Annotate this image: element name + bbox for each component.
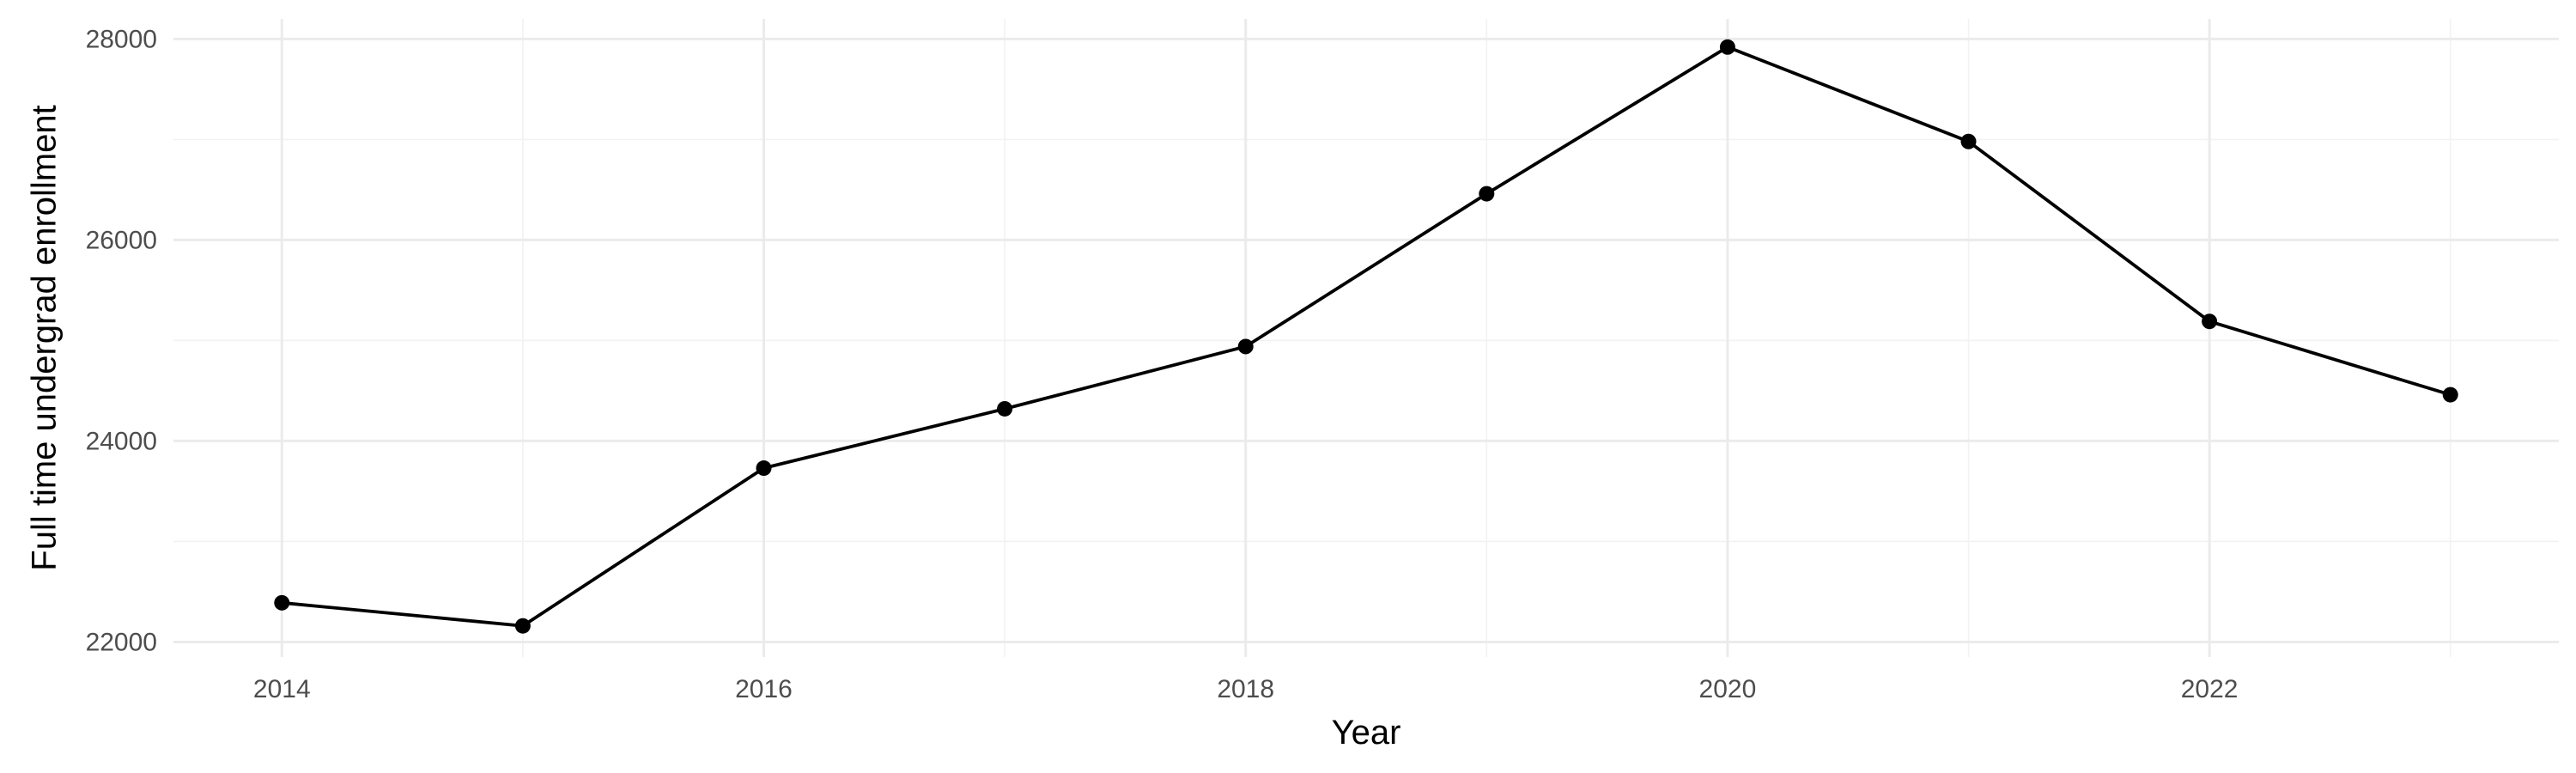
data-point: [997, 400, 1013, 417]
series-layer: [282, 45, 2451, 628]
x-axis-ticks: 2014 2016 2018 2020 2022: [253, 675, 2239, 703]
x-tick-label: 2014: [253, 675, 311, 703]
grid: [173, 19, 2559, 657]
points-layer: [274, 39, 2458, 634]
y-axis-ticks: 22000 24000 26000 28000: [86, 25, 157, 656]
x-tick-label: 2018: [1217, 675, 1274, 703]
y-axis-title: Full time undergrad enrollment: [26, 105, 64, 570]
y-tick-label: 26000: [86, 226, 157, 254]
x-axis-title: Year: [1332, 714, 1401, 752]
y-tick-label: 24000: [86, 427, 157, 455]
data-point: [1719, 39, 1735, 55]
data-point: [1479, 186, 1495, 202]
x-tick-label: 2022: [2181, 675, 2239, 703]
data-point: [274, 594, 290, 611]
data-point: [514, 618, 531, 634]
x-tick-label: 2016: [735, 675, 793, 703]
y-tick-label: 22000: [86, 628, 157, 656]
data-point: [1960, 133, 1977, 149]
series-line: [282, 45, 2451, 628]
data-point: [756, 460, 772, 477]
data-point: [2202, 313, 2218, 330]
data-point: [1237, 338, 1254, 355]
x-tick-label: 2020: [1699, 675, 1757, 703]
data-point: [2442, 386, 2458, 403]
y-tick-label: 28000: [86, 25, 157, 53]
